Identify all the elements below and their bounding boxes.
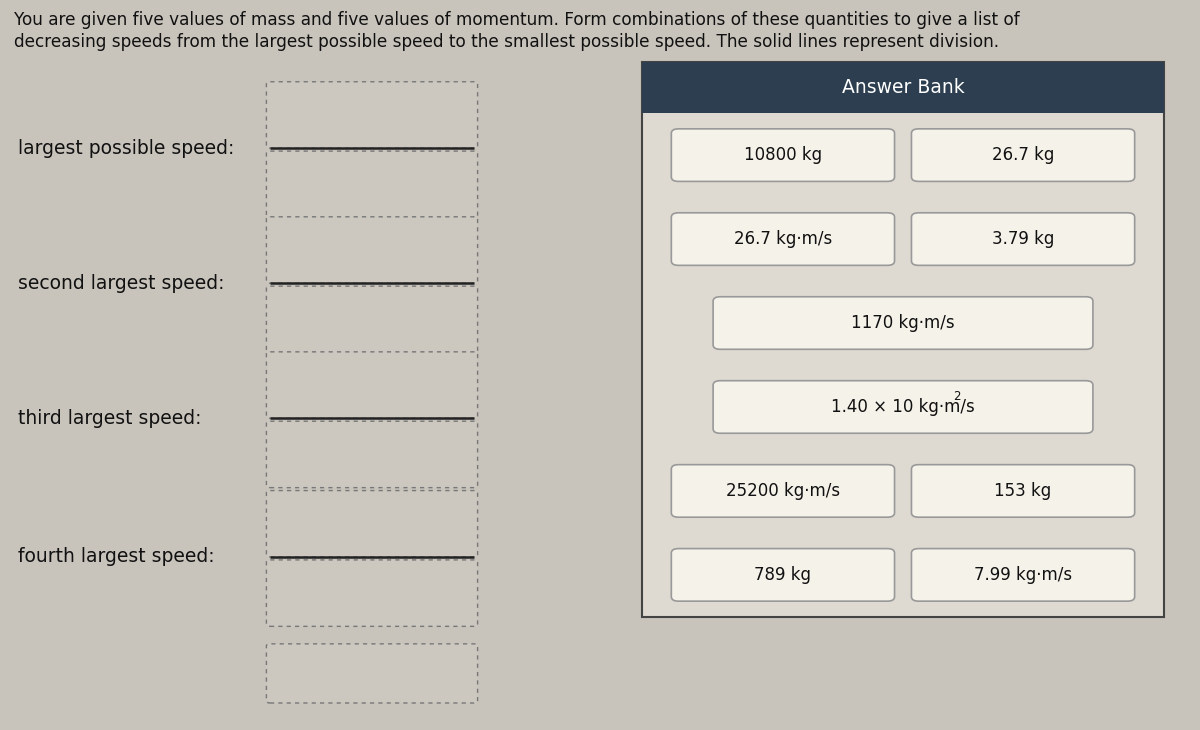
Text: largest possible speed:: largest possible speed: [18,139,234,158]
FancyBboxPatch shape [266,82,478,148]
Text: Answer Bank: Answer Bank [841,78,965,97]
FancyBboxPatch shape [266,352,478,418]
Text: 25200 kg·m/s: 25200 kg·m/s [726,482,840,500]
Text: 3.79 kg: 3.79 kg [992,230,1055,248]
FancyBboxPatch shape [671,464,894,517]
FancyBboxPatch shape [266,151,478,218]
FancyBboxPatch shape [912,213,1135,266]
FancyBboxPatch shape [642,62,1164,113]
Text: 26.7 kg·m/s: 26.7 kg·m/s [734,230,832,248]
Text: 1.40 × 10 kg·m/s: 1.40 × 10 kg·m/s [832,398,974,416]
Text: 1170 kg·m/s: 1170 kg·m/s [851,314,955,332]
Text: second largest speed:: second largest speed: [18,274,224,293]
FancyBboxPatch shape [642,62,1164,617]
Text: You are given five values of mass and five values of momentum. Form combinations: You are given five values of mass and fi… [14,11,1020,29]
Text: fourth largest speed:: fourth largest speed: [18,548,215,566]
Text: third largest speed:: third largest speed: [18,409,202,428]
Text: 26.7 kg: 26.7 kg [992,146,1055,164]
FancyBboxPatch shape [713,297,1093,350]
FancyBboxPatch shape [266,286,478,353]
FancyBboxPatch shape [266,421,478,488]
FancyBboxPatch shape [671,128,894,182]
Text: 789 kg: 789 kg [755,566,811,584]
FancyBboxPatch shape [912,464,1135,517]
FancyBboxPatch shape [266,217,478,283]
Text: 2: 2 [954,391,961,403]
Text: 153 kg: 153 kg [995,482,1051,500]
FancyBboxPatch shape [266,644,478,703]
FancyBboxPatch shape [912,128,1135,182]
FancyBboxPatch shape [671,549,894,601]
Text: 10800 kg: 10800 kg [744,146,822,164]
FancyBboxPatch shape [713,381,1093,433]
FancyBboxPatch shape [671,213,894,266]
Text: decreasing speeds from the largest possible speed to the smallest possible speed: decreasing speeds from the largest possi… [14,33,1000,51]
Text: 7.99 kg·m/s: 7.99 kg·m/s [974,566,1072,584]
FancyBboxPatch shape [266,491,478,557]
FancyBboxPatch shape [912,549,1135,601]
FancyBboxPatch shape [266,560,478,626]
